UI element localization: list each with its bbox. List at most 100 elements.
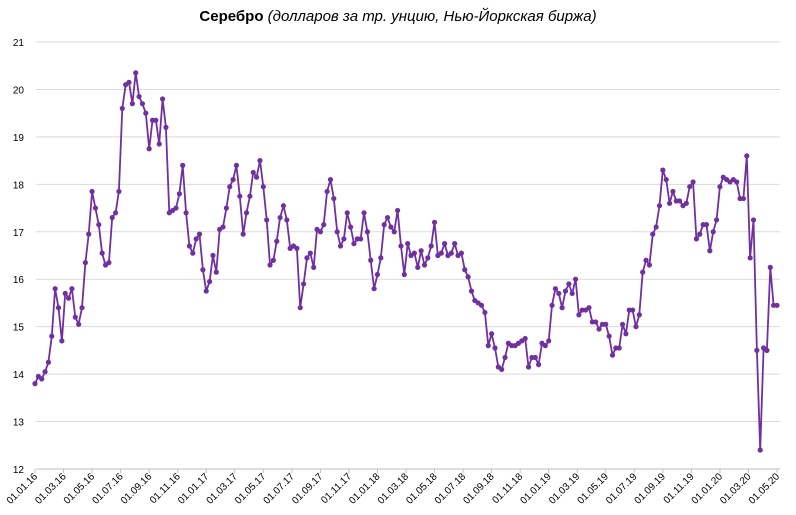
data-point <box>126 79 132 85</box>
data-point <box>153 117 159 123</box>
data-point <box>421 262 428 268</box>
chart-title-main: Серебро <box>199 8 264 25</box>
y-tick-label: 12 <box>13 465 25 476</box>
data-point <box>233 162 240 168</box>
data-point <box>65 295 72 301</box>
data-point <box>542 343 548 349</box>
data-point <box>683 200 689 206</box>
data-point <box>448 250 454 256</box>
data-point <box>99 250 105 256</box>
data-point <box>384 214 391 221</box>
data-point <box>264 217 270 223</box>
data-point <box>677 198 683 204</box>
data-point <box>499 366 505 372</box>
y-tick-label: 19 <box>13 133 25 144</box>
data-point <box>364 229 370 235</box>
data-point <box>489 331 495 337</box>
data-point <box>86 231 92 237</box>
data-point <box>616 345 622 351</box>
data-point <box>502 354 508 361</box>
data-point <box>478 302 485 308</box>
data-point <box>656 203 663 209</box>
data-point <box>42 369 48 375</box>
y-tick-label: 16 <box>13 275 25 286</box>
y-tick-label: 20 <box>13 85 25 96</box>
x-tick-label: 01.09.19 <box>633 471 669 507</box>
data-point <box>136 93 142 100</box>
data-point <box>556 290 562 297</box>
data-point <box>609 352 616 358</box>
data-point <box>250 169 256 176</box>
data-point <box>482 309 488 316</box>
data-point <box>52 286 58 292</box>
data-point <box>270 257 276 263</box>
data-point <box>186 243 193 249</box>
x-tick-label: 01.05.20 <box>747 471 783 507</box>
data-point <box>89 188 95 195</box>
data-point <box>32 381 38 387</box>
data-point <box>240 231 246 237</box>
data-point <box>710 229 716 235</box>
data-point <box>341 236 347 242</box>
data-point <box>72 314 78 320</box>
data-point <box>428 243 434 249</box>
data-point <box>274 238 280 244</box>
x-tick-label: 01.09.16 <box>119 471 155 507</box>
data-point <box>327 176 334 183</box>
data-point <box>39 376 45 382</box>
data-point <box>358 236 364 242</box>
chart-title-subtitle: (долларов за тр. унцию, Нью-Йоркская бир… <box>267 8 597 25</box>
data-point <box>650 231 656 237</box>
data-point <box>92 205 99 211</box>
data-point <box>606 333 612 339</box>
data-point <box>109 214 115 221</box>
data-point <box>492 345 498 351</box>
data-point <box>193 236 199 242</box>
data-point <box>713 217 720 223</box>
data-point <box>55 305 62 311</box>
data-point <box>260 184 266 190</box>
data-point <box>666 200 673 206</box>
data-point <box>183 210 189 216</box>
data-point <box>112 210 119 216</box>
data-point <box>690 179 696 185</box>
data-point <box>633 324 639 330</box>
y-tick-label: 13 <box>13 418 25 429</box>
data-point <box>562 288 569 294</box>
data-point <box>395 207 401 214</box>
data-point <box>670 188 676 195</box>
y-tick-label: 18 <box>13 180 25 191</box>
data-point <box>116 188 122 195</box>
data-point <box>703 222 710 228</box>
data-point <box>378 255 384 261</box>
data-point <box>750 217 757 223</box>
data-point <box>411 250 417 256</box>
data-point <box>304 255 310 261</box>
data-point <box>707 248 713 254</box>
data-point <box>596 326 602 332</box>
data-point <box>49 333 55 339</box>
data-point <box>176 191 182 197</box>
y-tick-label: 15 <box>13 323 25 334</box>
data-point <box>636 312 642 318</box>
chart-title: Серебро (долларов за тр. унцию, Нью-Йорк… <box>0 8 796 25</box>
data-point <box>757 447 763 453</box>
data-point <box>566 281 572 287</box>
data-point <box>243 210 250 216</box>
data-point <box>106 260 112 266</box>
data-point <box>438 250 444 256</box>
data-point <box>82 260 88 266</box>
data-point <box>247 193 253 199</box>
data-point <box>747 255 753 261</box>
data-point <box>774 302 780 308</box>
data-point <box>210 252 216 259</box>
data-point <box>374 271 381 278</box>
data-point <box>321 222 327 228</box>
data-point <box>603 321 609 327</box>
data-point <box>133 70 139 76</box>
y-tick-label: 17 <box>13 228 25 239</box>
data-point <box>180 162 186 168</box>
data-point <box>717 184 723 190</box>
x-tick-label: 01.09.17 <box>290 471 326 507</box>
data-point <box>311 264 317 270</box>
